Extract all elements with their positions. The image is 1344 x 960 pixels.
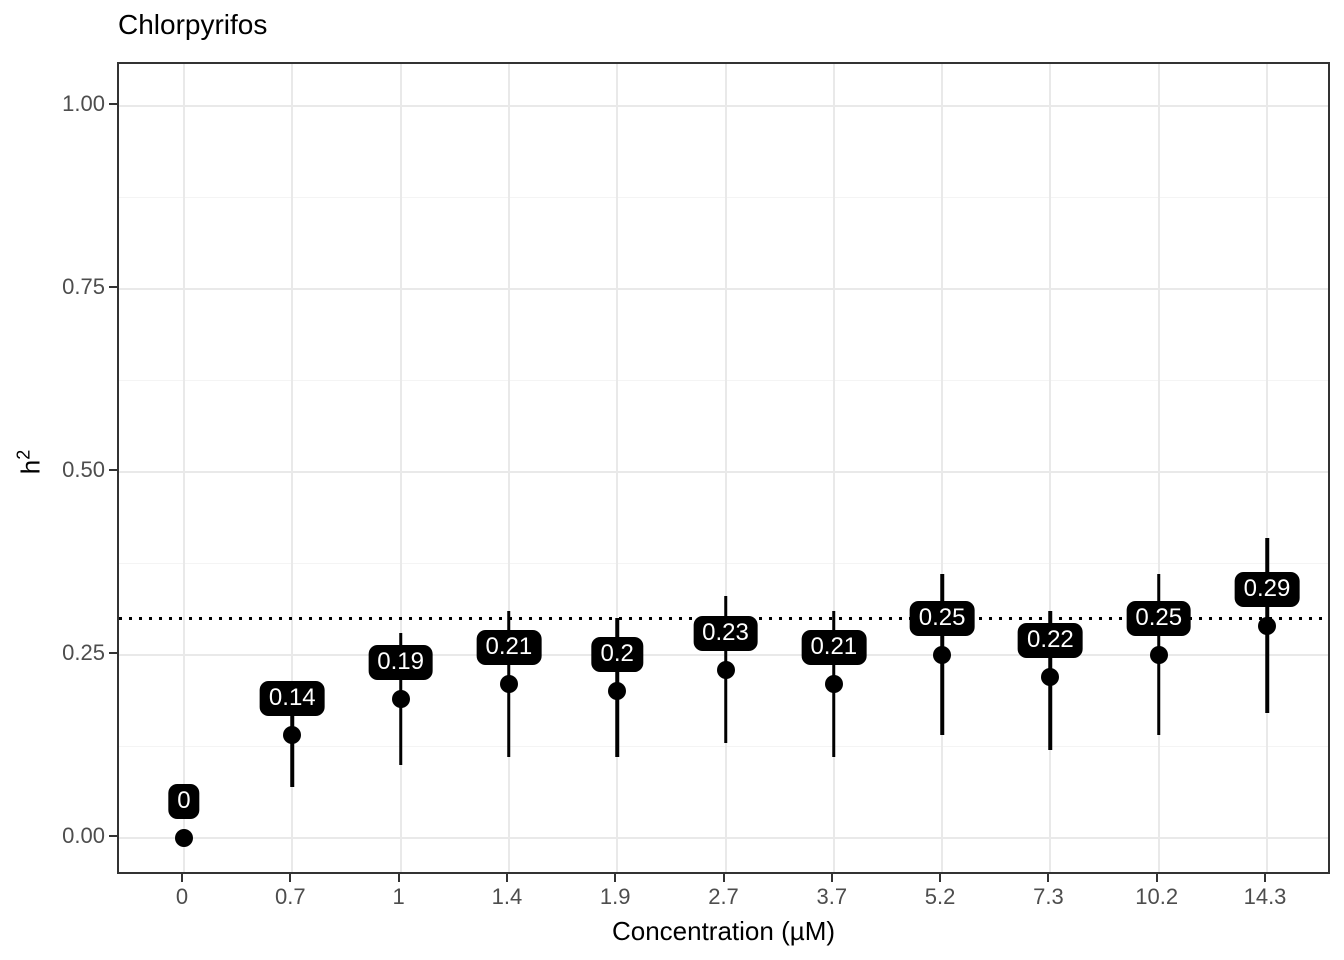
y-minor-gridline bbox=[119, 745, 1328, 748]
point-marker bbox=[1041, 667, 1060, 686]
x-axis-tick bbox=[722, 874, 725, 882]
y-tick-label: 0.25 bbox=[62, 639, 105, 665]
y-axis-tick bbox=[109, 651, 117, 654]
x-axis-tick bbox=[180, 874, 183, 882]
x-major-gridline bbox=[1157, 64, 1160, 872]
x-axis-title: Concentration (µM) bbox=[611, 916, 836, 946]
y-axis-title: h2 bbox=[14, 450, 47, 474]
plot-panel: 0 0.14 0.19 0.21 0.2 0.23 0.21 0.25 0.22 0.25 0.29 bbox=[117, 62, 1330, 874]
value-label: 0 bbox=[168, 783, 200, 819]
x-axis-tick bbox=[1155, 874, 1158, 882]
x-tick-label: 2.7 bbox=[708, 884, 739, 909]
y-tick-label: 1.00 bbox=[62, 90, 105, 116]
value-label: 0.25 bbox=[909, 600, 975, 636]
x-tick-label: 1.4 bbox=[491, 884, 523, 909]
point-marker bbox=[283, 726, 302, 745]
y-axis-tick bbox=[109, 102, 117, 105]
value-label: 0.19 bbox=[368, 644, 433, 680]
x-tick-label: 3.7 bbox=[816, 884, 848, 909]
value-label: 0.2 bbox=[591, 637, 643, 673]
x-tick-label: 1.9 bbox=[599, 884, 631, 909]
x-major-gridline bbox=[1049, 64, 1052, 872]
x-tick-label: 10.2 bbox=[1135, 884, 1179, 909]
y-major-gridline bbox=[119, 470, 1328, 473]
value-label: 0.25 bbox=[1126, 600, 1192, 636]
x-tick-label: 7.3 bbox=[1033, 884, 1064, 909]
y-minor-gridline bbox=[119, 562, 1328, 565]
value-label: 0.21 bbox=[801, 630, 867, 666]
x-axis-tick bbox=[397, 874, 400, 882]
value-label: 0.23 bbox=[693, 615, 758, 651]
x-major-gridline bbox=[291, 64, 294, 872]
x-tick-label: 14.3 bbox=[1243, 884, 1287, 909]
x-axis-tick bbox=[505, 874, 508, 882]
y-axis-tick bbox=[109, 834, 117, 837]
x-axis-tick bbox=[1264, 874, 1267, 882]
point-marker bbox=[499, 675, 518, 694]
value-label: 0.29 bbox=[1234, 571, 1300, 607]
y-tick-label: 0.50 bbox=[62, 456, 105, 482]
x-axis-tick bbox=[614, 874, 617, 882]
x-major-gridline bbox=[832, 64, 835, 872]
y-axis-title-superscript: 2 bbox=[13, 449, 34, 460]
point-marker bbox=[933, 645, 952, 664]
value-label: 0.22 bbox=[1018, 622, 1083, 658]
x-major-gridline bbox=[724, 64, 727, 872]
y-axis-tick bbox=[109, 468, 117, 471]
x-tick-label: 0 bbox=[175, 884, 189, 909]
y-tick-label: 0.75 bbox=[62, 273, 105, 299]
x-major-gridline bbox=[399, 64, 402, 872]
x-major-gridline bbox=[1266, 64, 1269, 872]
y-major-gridline bbox=[119, 836, 1328, 839]
point-marker bbox=[608, 682, 627, 701]
x-major-gridline bbox=[941, 64, 944, 872]
y-minor-gridline bbox=[119, 379, 1328, 382]
x-axis-tick bbox=[1047, 874, 1050, 882]
x-axis-tick bbox=[939, 874, 942, 882]
x-tick-label: 5.2 bbox=[924, 884, 956, 909]
y-axis-tick bbox=[109, 285, 117, 288]
y-minor-gridline bbox=[119, 196, 1328, 198]
y-major-gridline bbox=[119, 653, 1328, 656]
x-axis-tick bbox=[830, 874, 833, 882]
x-major-gridline bbox=[616, 64, 619, 872]
value-label: 0.21 bbox=[476, 630, 542, 666]
point-marker bbox=[174, 828, 193, 847]
chart-title: Chlorpyrifos bbox=[118, 9, 268, 40]
y-axis-title-base: h bbox=[15, 459, 46, 475]
x-tick-label: 0.7 bbox=[274, 884, 306, 909]
point-marker bbox=[1149, 645, 1168, 664]
value-label: 0.14 bbox=[259, 681, 325, 717]
point-marker bbox=[824, 675, 843, 694]
point-marker bbox=[391, 689, 410, 708]
x-major-gridline bbox=[182, 64, 185, 872]
point-marker bbox=[1258, 616, 1277, 635]
y-major-gridline bbox=[119, 104, 1328, 107]
x-major-gridline bbox=[507, 64, 510, 872]
point-marker bbox=[716, 660, 735, 679]
y-tick-label: 0.00 bbox=[62, 822, 105, 848]
x-tick-label: 1 bbox=[392, 884, 405, 909]
y-major-gridline bbox=[119, 287, 1328, 290]
x-axis-tick bbox=[289, 874, 292, 882]
